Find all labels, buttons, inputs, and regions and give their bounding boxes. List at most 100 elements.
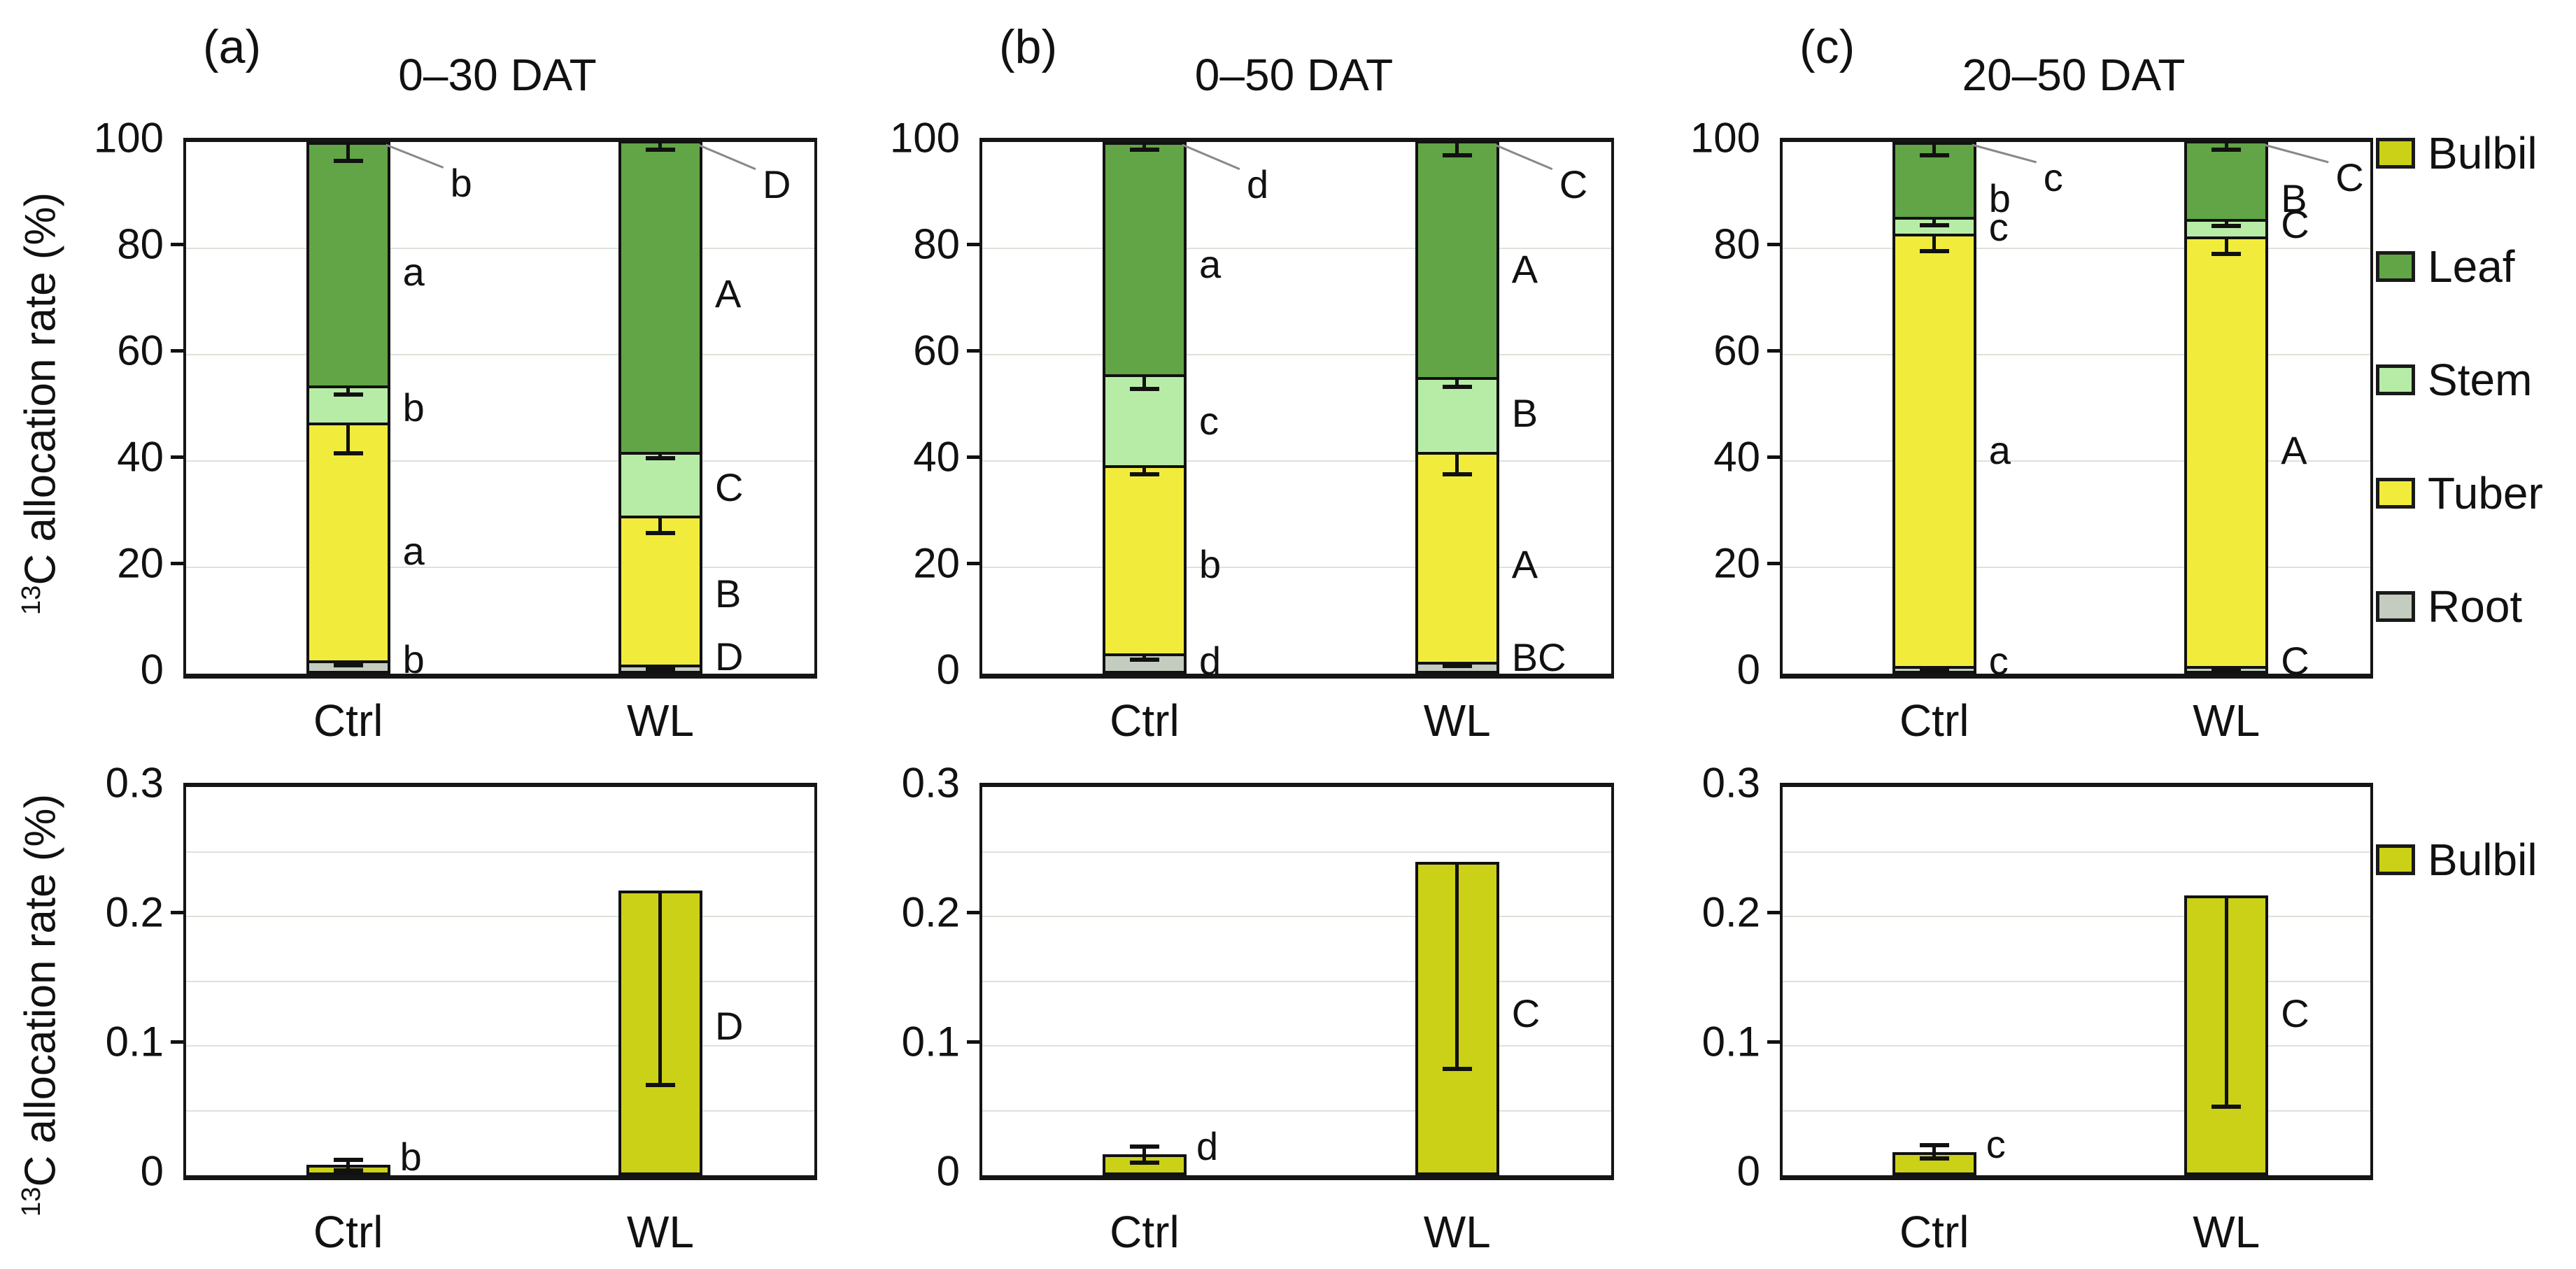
leader-line [1494,143,1553,171]
y-tick-label: 20 [913,539,960,587]
legend-label-stem: Stem [2428,355,2533,405]
y-tick-mark [171,243,183,246]
x-tick-label-ctrl: Ctrl [1899,1207,1969,1257]
error-bar-cap [645,1082,675,1087]
gridline [982,354,1611,355]
error-bar-line [658,891,663,1085]
error-bar-cap [645,456,675,461]
significance-letter: b [399,1135,422,1179]
error-bar-cap [1919,248,1949,253]
error-bar-cap [1919,667,1949,672]
error-bar-cap [1919,222,1949,227]
significance-letter: C [2281,638,2309,683]
significance-letter: D [762,162,791,206]
error-bar-cap [1129,148,1159,153]
error-bar-line [2224,142,2228,150]
significance-letter: C [1511,991,1541,1035]
legend-item-leaf: Leaf [2376,241,2543,292]
error-bar-cap [1442,664,1472,669]
x-tick-label-wl: WL [2193,1207,2260,1257]
y-tick-mark [967,455,979,459]
legend-swatch-bulbil [2376,138,2415,169]
segment-leaf [1102,142,1187,376]
gridline [982,851,1611,853]
y-tick-label: 0.3 [1701,759,1760,807]
significance-letter: C [2281,201,2309,246]
segment-root [306,661,390,674]
error-bar-line [346,142,351,161]
error-bar-cap [333,1157,363,1162]
y-tick-label: 100 [1690,114,1760,162]
error-bar-line [1142,142,1147,150]
y-tick-mark [1767,455,1780,459]
y-axis-label-superscript: 13 [15,1186,46,1217]
gridline [186,916,814,917]
segment-tuber [1102,466,1187,655]
error-bar-line [658,142,663,150]
segment-tuber [306,423,390,662]
error-bar-line [1932,1145,1937,1158]
x-tick-label-ctrl: Ctrl [1110,1207,1180,1257]
error-bar-line [2224,237,2228,254]
gridline [186,248,814,249]
bar-outline-ctrl [1102,141,1187,674]
significance-letter: A [1511,542,1538,587]
y-tick-mark [1767,911,1780,914]
error-bar-line [1142,376,1147,390]
significance-letter: d [1198,638,1222,683]
error-bar-cap [1442,472,1472,476]
significance-letter: c [2043,155,2063,199]
error-bar-line [1455,378,1459,387]
y-tick-label: 40 [913,433,960,481]
significance-letter: a [1198,241,1222,286]
y-tick-label: 80 [913,220,960,268]
error-bar-cap [1919,1143,1949,1148]
error-bar-cap [333,451,363,455]
y-tick-label: 0 [936,1147,960,1195]
y-tick-mark [967,349,979,353]
y-axis-label-superscript: 13 [15,585,46,616]
significance-letter: c [1986,1121,2006,1166]
gridline [186,1045,814,1047]
leader-line [1972,143,2037,164]
error-bar-cap [2211,251,2242,256]
error-bar-cap [2211,667,2242,672]
gridline [1783,567,2370,568]
error-bar-line [346,1159,351,1170]
significance-letter: C [714,465,744,509]
bar-outline-wl [618,141,702,674]
error-bar-cap [645,148,675,153]
segment-stem [1415,378,1499,453]
error-bar-line [1932,235,1937,251]
significance-letter: BC [1511,635,1566,680]
segment-tuber [2184,237,2269,667]
x-tick-label-wl: WL [2193,695,2260,746]
error-bar-cap [333,662,363,667]
legend-bottom-row: Bulbil [2376,834,2538,886]
error-bar-line [1455,862,1459,1070]
error-bar-cap [333,1168,363,1172]
legend-label-bulbil: Bulbil [2428,128,2538,178]
error-bar-cap [1919,153,1949,157]
panel-title-b: 0–50 DAT [1194,50,1394,100]
significance-letter: a [402,250,425,295]
plot-area-a-top: b a b a b Ctrl D A C B D WL [183,138,817,746]
legend-item-root: Root [2376,581,2543,632]
panel-letter-b: (b) [999,20,1058,73]
significance-letter: A [2281,427,2307,472]
panel-letter-c: (c) [1799,20,1855,73]
y-tick-mark [171,1040,183,1044]
significance-letter: C [2281,991,2309,1035]
y-tick-mark [967,562,979,565]
gridline [186,354,814,355]
segment-leaf [2184,142,2269,221]
significance-letter: a [402,529,425,574]
segment-tuber [1892,235,1976,667]
error-bar-cap [1129,387,1159,392]
legend-swatch-stem [2376,364,2415,395]
x-tick-label-ctrl: Ctrl [1899,695,1969,746]
significance-letter: A [714,271,742,316]
y-tick-mark [967,1040,979,1044]
y-tick-label: 20 [1713,539,1760,587]
